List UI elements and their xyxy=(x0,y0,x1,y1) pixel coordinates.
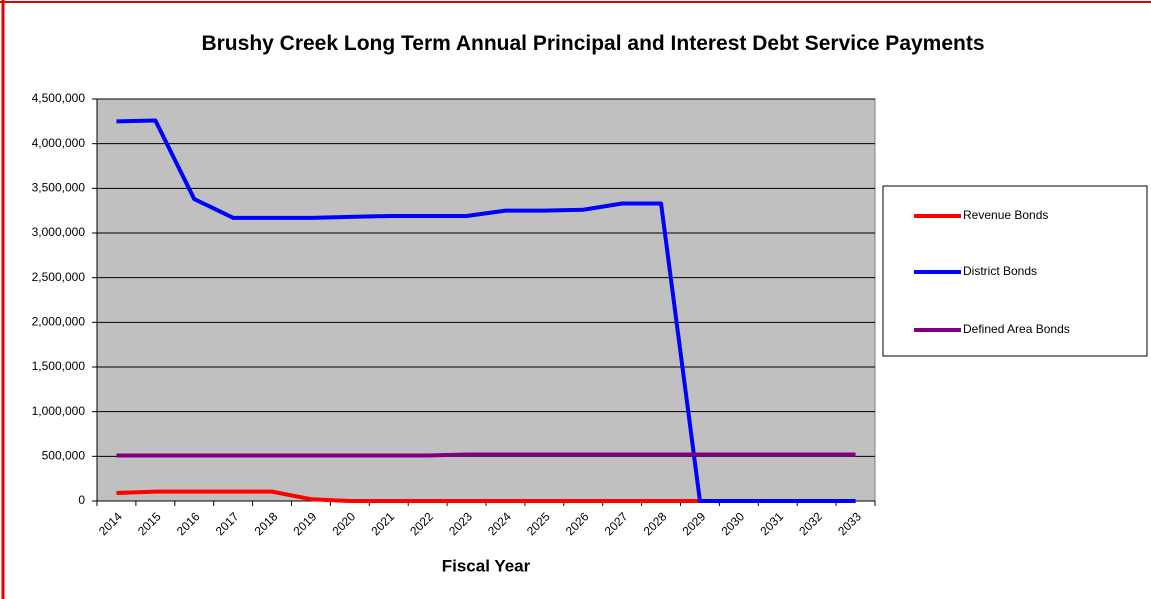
x-tick-label: 2030 xyxy=(718,509,747,538)
y-tick-label: 3,500,000 xyxy=(32,181,86,195)
legend-label: District Bonds xyxy=(963,264,1037,278)
x-tick-label: 2021 xyxy=(368,509,397,538)
y-tick-label: 3,000,000 xyxy=(32,225,86,239)
x-tick-label: 2014 xyxy=(96,509,125,538)
y-tick-label: 4,500,000 xyxy=(32,91,86,105)
y-tick-label: 2,500,000 xyxy=(32,270,86,284)
y-tick-label: 0 xyxy=(78,493,85,507)
x-tick-label: 2032 xyxy=(796,509,825,538)
y-tick-label: 1,000,000 xyxy=(32,404,86,418)
chart-title: Brushy Creek Long Term Annual Principal … xyxy=(201,32,985,55)
x-tick-label: 2031 xyxy=(757,509,786,538)
x-tick-label: 2015 xyxy=(135,509,164,538)
plot-area xyxy=(96,98,876,502)
x-tick-label: 2017 xyxy=(213,509,242,538)
line-series xyxy=(116,118,856,503)
y-tick-label: 2,000,000 xyxy=(32,315,86,329)
y-tick-label: 1,500,000 xyxy=(32,359,86,373)
line-series xyxy=(116,452,856,458)
x-tick-label: 2025 xyxy=(524,509,553,538)
x-tick-label: 2019 xyxy=(291,509,320,538)
x-tick-label: 2018 xyxy=(252,509,281,538)
x-tick-label: 2023 xyxy=(446,509,475,538)
x-tick-label: 2024 xyxy=(485,509,514,538)
x-tick-label: 2027 xyxy=(602,509,631,538)
x-tick-label: 2029 xyxy=(680,509,709,538)
y-tick-label: 500,000 xyxy=(42,449,86,463)
y-tick-label: 4,000,000 xyxy=(32,136,86,150)
x-tick-label: 2028 xyxy=(641,509,670,538)
x-tick-label: 2020 xyxy=(329,509,358,538)
x-axis-label: Fiscal Year xyxy=(442,556,531,575)
legend-label: Revenue Bonds xyxy=(963,208,1048,222)
x-tick-label: 2026 xyxy=(563,509,592,538)
x-tick-label: 2016 xyxy=(174,509,203,538)
x-tick-label: 2033 xyxy=(835,509,864,538)
x-tick-label: 2022 xyxy=(407,509,436,538)
legend-label: Defined Area Bonds xyxy=(963,322,1070,336)
